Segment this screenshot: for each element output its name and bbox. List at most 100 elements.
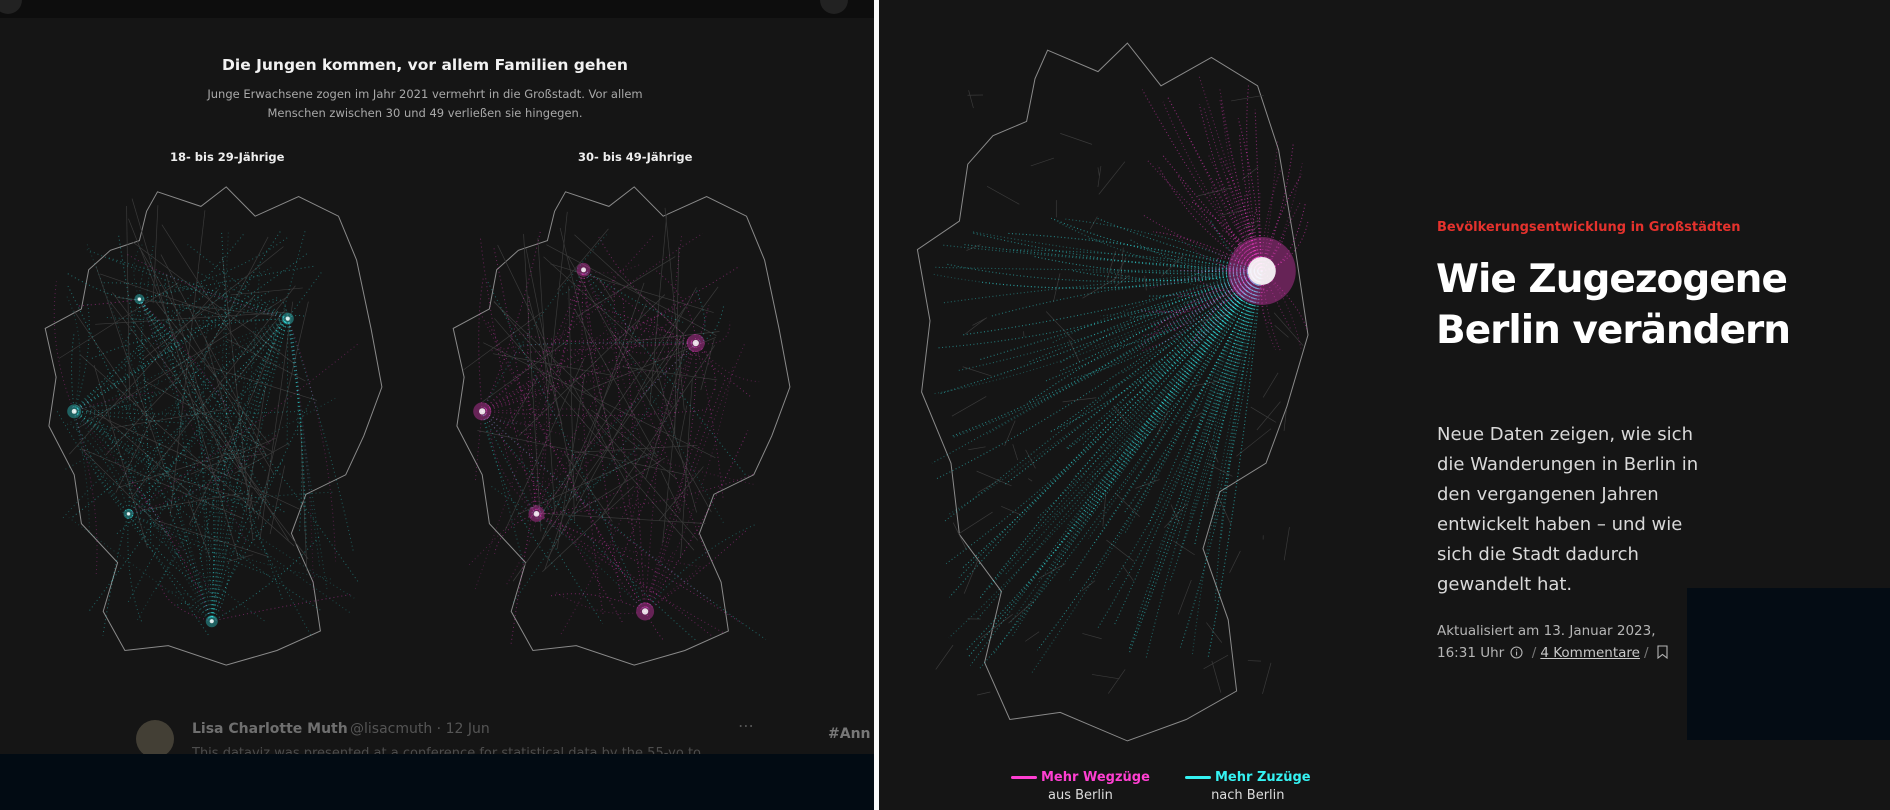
district-border [257, 301, 309, 520]
district-border [1114, 274, 1130, 288]
migration-flow [128, 437, 180, 515]
district-border [1177, 579, 1192, 615]
migration-flow [287, 318, 303, 533]
district-border [573, 444, 698, 453]
district-border [1082, 580, 1096, 591]
migration-flow [128, 342, 360, 515]
district-border [1243, 219, 1261, 228]
close-icon[interactable] [820, 0, 848, 14]
berlin-core [1247, 256, 1276, 285]
tweet-avatar[interactable] [136, 720, 174, 758]
city-hub-core [533, 511, 540, 517]
avatar[interactable] [0, 0, 22, 14]
migration-flow [536, 490, 622, 515]
district-border [1030, 157, 1055, 167]
migration-flow [1261, 235, 1286, 272]
district-border [73, 310, 151, 424]
migration-flow [1128, 270, 1263, 653]
more-icon[interactable]: ⋯ [738, 716, 754, 735]
district-border [674, 246, 680, 435]
district-border [600, 345, 715, 518]
district-border [126, 205, 130, 401]
migration-flow [583, 269, 643, 447]
migration-flow [536, 513, 706, 568]
migration-flow [1026, 270, 1263, 404]
district-border [142, 379, 274, 453]
district-border [963, 558, 979, 594]
ad-placeholder [1687, 588, 1890, 740]
migration-flow [1051, 217, 1262, 272]
district-border [512, 338, 684, 582]
city-hub-core [479, 408, 486, 415]
migration-flow [945, 270, 1263, 565]
migration-flow [482, 408, 586, 412]
migration-flow [969, 270, 1263, 666]
migration-flow [174, 602, 213, 622]
migration-flow [1250, 270, 1262, 303]
district-border [1274, 325, 1289, 338]
migration-flow [1052, 270, 1263, 520]
district-border [1097, 167, 1100, 176]
migration-flow [510, 269, 585, 644]
tweet-handle[interactable]: @lisacmuth · 12 Jun [350, 721, 490, 737]
district-border [1262, 662, 1272, 694]
migration-flow [87, 318, 289, 613]
migration-flow [1004, 270, 1263, 485]
migration-flow [1218, 270, 1263, 401]
info-icon[interactable] [1510, 646, 1524, 659]
migration-flow [73, 301, 90, 412]
district-border [986, 186, 1020, 205]
migration-flow [1078, 270, 1263, 511]
migration-flow [237, 318, 289, 543]
district-border [1012, 444, 1019, 461]
district-border [567, 256, 712, 513]
tweet-author[interactable]: Lisa Charlotte Muth [192, 721, 348, 737]
germany-map-berlin-flows [916, 42, 1309, 742]
district-border [1156, 410, 1169, 436]
migration-flow [478, 275, 485, 412]
migration-flow [536, 315, 659, 515]
district-border [492, 353, 613, 376]
district-border [504, 358, 585, 531]
bookmark-icon[interactable] [1657, 645, 1668, 660]
district-border [201, 236, 269, 363]
migration-flow [936, 270, 1263, 349]
migration-flow [614, 320, 696, 344]
district-border [1112, 405, 1129, 425]
migration-flow [1090, 270, 1263, 479]
migration-flow [1195, 269, 1262, 274]
map-families [452, 186, 791, 666]
migration-flow [73, 410, 113, 431]
comments-link[interactable]: 4 Kommentare [1540, 645, 1640, 661]
migration-flow [474, 269, 585, 590]
district-border [664, 207, 685, 411]
hashtag-link[interactable]: #Ann [828, 726, 871, 742]
migration-flow [167, 591, 213, 622]
district-border [158, 473, 260, 504]
migration-flow [73, 411, 124, 490]
district-border [962, 366, 992, 377]
legend-item-wegzuege: Mehr Wegzüge aus Berlin [1011, 769, 1150, 805]
migration-flow [613, 276, 646, 612]
district-border [539, 307, 686, 517]
migration-flow [1261, 221, 1309, 272]
district-border [546, 244, 717, 336]
city-hub-core [137, 297, 142, 301]
district-border [1220, 209, 1247, 216]
district-border [980, 614, 1013, 639]
migration-flow [615, 327, 696, 344]
migration-flow [512, 342, 697, 604]
district-border [559, 227, 615, 453]
migration-flow [125, 253, 288, 320]
migration-flow [536, 400, 673, 515]
migration-flow [138, 299, 152, 540]
migration-flow [287, 318, 337, 562]
migration-flow [1030, 270, 1263, 675]
migration-flow [211, 565, 230, 622]
migration-flow [130, 480, 213, 622]
district-border [581, 336, 717, 394]
migration-flow [1082, 270, 1263, 445]
district-border [1218, 497, 1232, 525]
migration-flow [644, 549, 675, 612]
migration-flow [583, 269, 622, 603]
